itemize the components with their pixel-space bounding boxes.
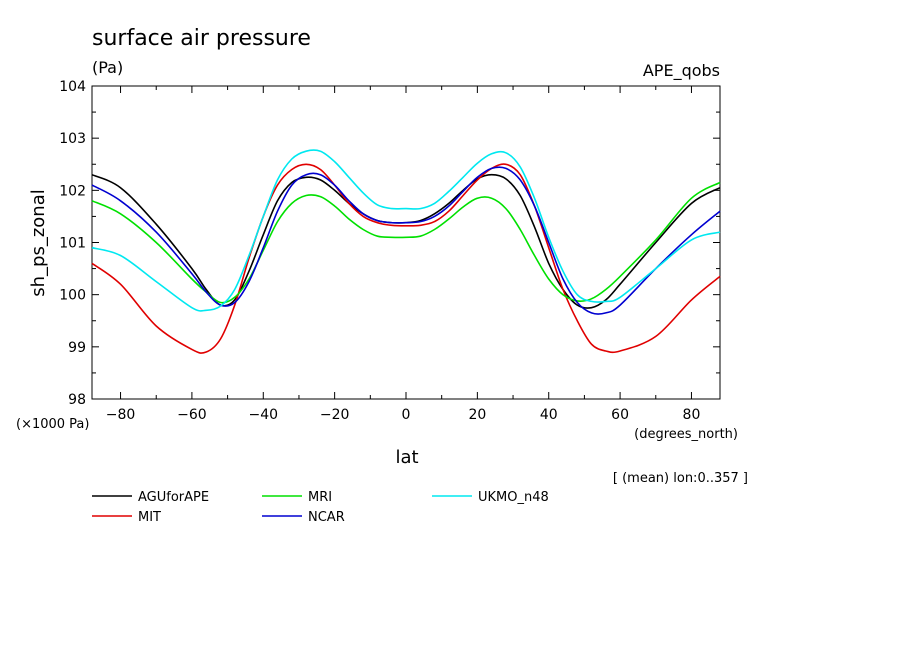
- y-scale-note: (×1000 Pa): [16, 417, 89, 432]
- y-tick-label: 100: [59, 288, 86, 304]
- legend-label-ukmo-n48: UKMO_n48: [478, 490, 549, 505]
- chart-title: surface air pressure: [92, 26, 311, 51]
- x-tick-label: −20: [320, 407, 350, 423]
- legend-label-aguforape: AGUforAPE: [138, 490, 209, 505]
- y-axis-title: sh_ps_zonal: [28, 189, 49, 297]
- x-axis: −80 −60 −40 −20 0 20 40 60 80: [106, 86, 701, 423]
- series-line-ncar: [91, 166, 721, 315]
- y-tick-label: 101: [59, 236, 86, 252]
- x-tick-label: 60: [611, 407, 629, 423]
- series-group: [91, 149, 721, 354]
- experiment-label: APE_qobs: [643, 61, 720, 81]
- series-line-ukmo-n48: [91, 149, 721, 312]
- legend-label-mit: MIT: [138, 510, 161, 525]
- legend: AGUforAPE MIT MRI NCAR UKMO_n48: [92, 490, 549, 525]
- x-tick-label: 80: [683, 407, 701, 423]
- x-tick-label: −40: [248, 407, 278, 423]
- x-tick-label: −80: [106, 407, 136, 423]
- mean-annotation: [ (mean) lon:0..357 ]: [613, 471, 748, 486]
- x-tick-label: −60: [177, 407, 207, 423]
- y-tick-label: 99: [68, 340, 86, 356]
- y-tick-label: 103: [59, 131, 86, 147]
- x-tick-label: 40: [540, 407, 558, 423]
- chart-units: (Pa): [92, 58, 123, 77]
- x-tick-label: 20: [468, 407, 486, 423]
- x-units-label: (degrees_north): [634, 427, 738, 442]
- series-line-mri: [91, 181, 721, 304]
- series-line-aguforape: [91, 173, 721, 309]
- y-tick-label: 104: [59, 79, 86, 95]
- plot-frame: [91, 85, 721, 400]
- x-axis-title: lat: [395, 447, 418, 468]
- series-line-mit: [91, 163, 721, 354]
- x-tick-label: 0: [402, 407, 411, 423]
- legend-label-ncar: NCAR: [308, 510, 345, 525]
- y-tick-label: 98: [68, 392, 86, 408]
- y-tick-label: 102: [59, 183, 86, 199]
- y-axis: 98 99 100 101 102 103 104: [59, 79, 720, 408]
- legend-label-mri: MRI: [308, 490, 332, 505]
